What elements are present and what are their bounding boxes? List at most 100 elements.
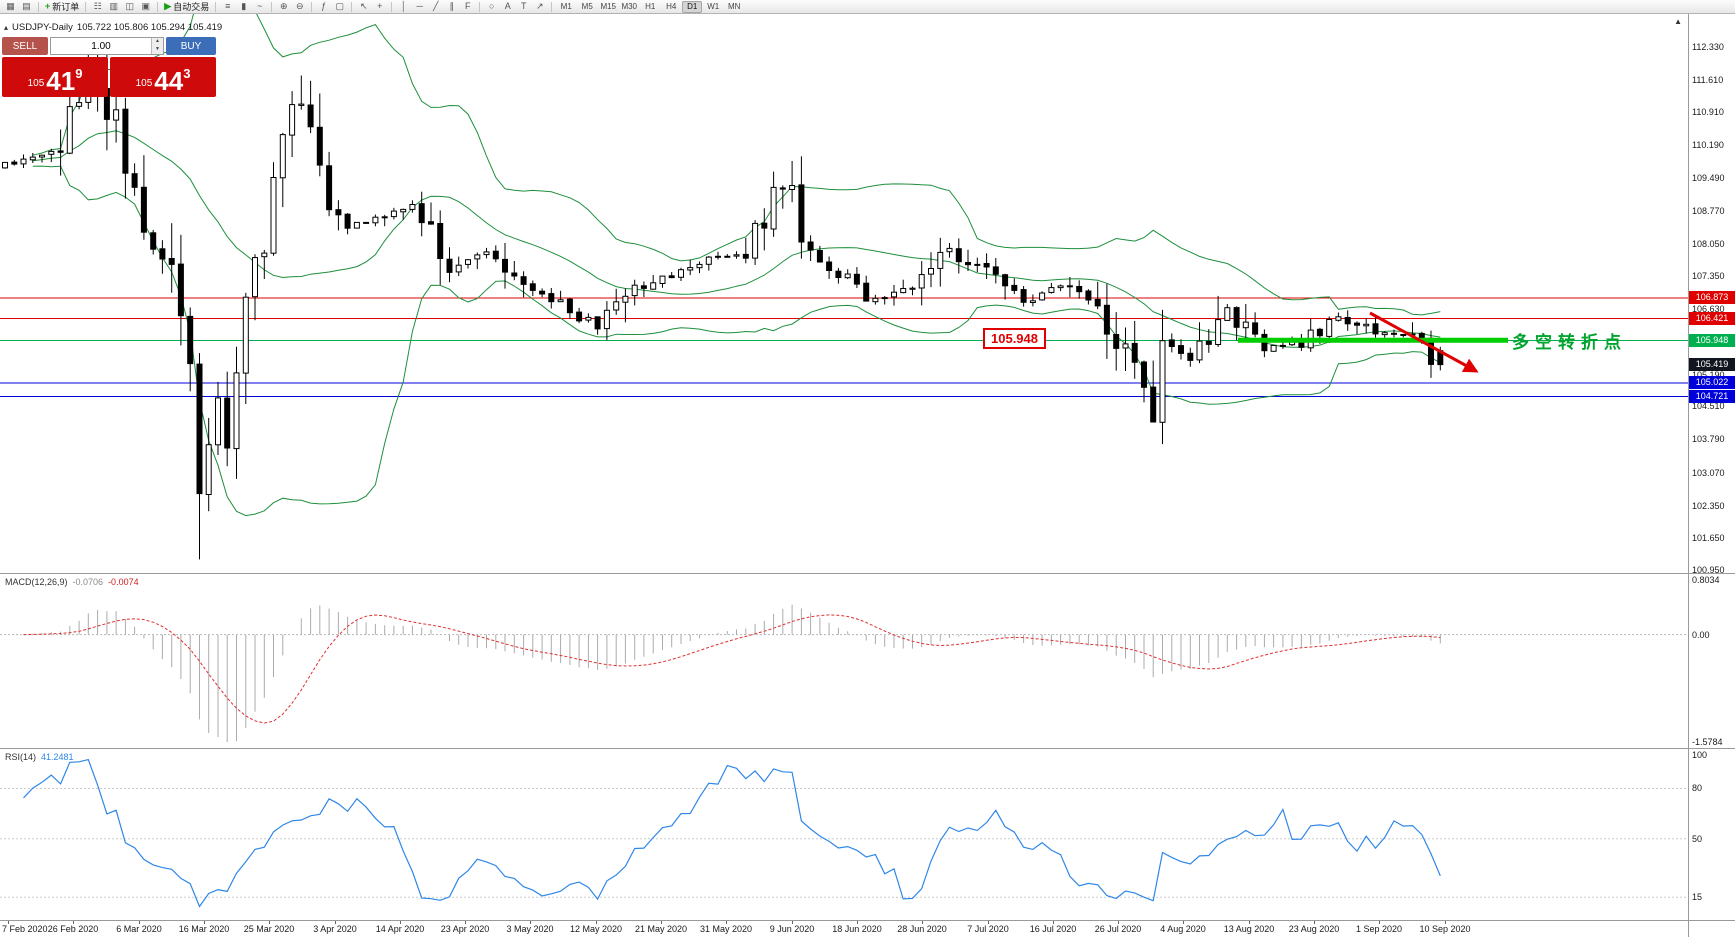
navigator-button[interactable]: ◫ [122,1,137,13]
new-chart-button[interactable]: ▦ [3,1,18,13]
new-order-button[interactable]: + 新订单 [43,1,81,13]
date-label: 7 Feb 2020 [2,924,48,934]
date-label: 31 May 2020 [699,924,753,934]
trendline-button[interactable]: ╱ [428,1,443,13]
rsi-panel[interactable]: RSI(14) 41.2481 [0,748,1688,920]
price-chart-canvas[interactable] [0,14,1688,573]
rsi-canvas[interactable] [0,749,1688,920]
date-tick [1249,921,1250,924]
new-order-label: 新订单 [52,2,80,12]
profiles-button[interactable]: ▤ [19,1,34,13]
crosshair-icon: + [377,1,383,11]
price-level-annotation[interactable]: 105.948 [983,328,1046,349]
macd-panel[interactable]: MACD(12,26,9) -0.0706 -0.0074 [0,573,1688,748]
horizontal-line-button[interactable]: ─ [412,1,427,13]
fibonacci-icon: F [464,1,471,11]
cursor-button[interactable]: ↖ [356,1,371,13]
ask-pip-digit: 3 [183,66,191,81]
text-label-icon: T [520,1,527,11]
date-tick [530,921,531,924]
shapes-button[interactable]: ○ [484,1,499,13]
arrow-object-icon: ↗ [535,1,544,11]
volume-up-button[interactable]: ▲ [152,38,163,46]
tile-windows-button[interactable]: ▢ [332,1,347,13]
volume-input[interactable] [51,38,151,54]
price-tick: 112.330 [1692,42,1724,52]
toolbar-separator [479,1,481,12]
fibonacci-button[interactable]: F [460,1,475,13]
rsi-value: 41.2481 [41,752,74,762]
bar-chart-mode-button[interactable]: ≡ [220,1,235,13]
timeframe-w1-button[interactable]: W1 [707,2,720,11]
equidistant-channel-icon: ∥ [449,1,454,11]
sell-button[interactable]: SELL [2,37,48,55]
zoom-in-button[interactable]: ⊕ [276,1,291,13]
timeframe-m1-button[interactable]: M1 [560,2,572,11]
price-axis[interactable]: 112.330 111.610 110.910 110.190 109.490 108.7… [1688,14,1735,937]
timeframe-m5-button[interactable]: M5 [581,2,593,11]
price-flag: 106.421 [1689,312,1735,325]
rsi-tick: 80 [1692,783,1703,793]
date-tick [1183,921,1184,924]
line-chart-mode-button[interactable]: ~ [252,1,267,13]
tile-windows-icon: ▢ [335,1,344,11]
vertical-line-button[interactable]: │ [396,1,411,13]
equidistant-channel-button[interactable]: ∥ [444,1,459,13]
zoom-out-button[interactable]: ⊖ [292,1,307,13]
toolbar-separator [215,1,217,12]
main-chart-panel[interactable]: ▴ USDJPY-Daily 105.722 105.806 105.294 1… [0,14,1688,573]
timeframe-m30-button[interactable]: M30 [621,2,637,11]
price-axis-main[interactable]: 112.330 111.610 110.910 110.190 109.490 108.7… [1689,14,1735,575]
candlestick-mode-button[interactable]: ▮ [236,1,251,13]
date-label: 9 Jun 2020 [769,924,815,934]
price-axis-rsi[interactable]: 100 80 50 15 [1689,748,1735,920]
price-tick: 104.510 [1692,401,1725,411]
ask-price-box[interactable]: 105 44 3 [110,57,216,97]
text-button[interactable]: A [500,1,515,13]
date-tick [726,921,727,924]
volume-down-button[interactable]: ▼ [152,46,163,54]
vertical-line-icon: │ [400,1,407,11]
buy-button[interactable]: BUY [166,37,216,55]
date-label: 3 May 2020 [506,924,554,934]
crosshair-button[interactable]: + [372,1,387,13]
data-window-button[interactable]: ▥ [106,1,121,13]
plus-icon: + [45,1,51,11]
auto-trading-label: 自动交易 [173,2,210,12]
date-label: 21 May 2020 [634,924,688,934]
price-axis-macd[interactable]: 0.8034 0.00 -1.5784 [1689,573,1735,748]
rsi-tick: 50 [1692,834,1703,844]
arrow-object-button[interactable]: ↗ [532,1,547,13]
time-axis[interactable]: 7 Feb 2020 26 Feb 2020 6 Mar 2020 16 Mar 20… [0,920,1688,937]
auto-trading-button[interactable]: ▶ 自动交易 [162,1,211,13]
bid-price-box[interactable]: 105 41 9 [2,57,108,97]
volume-spinner: ▲ ▼ [50,37,164,55]
market-watch-icon: ☷ [93,1,102,11]
scroll-up-icon[interactable]: ▲ [1674,17,1682,26]
price-tick: 102.350 [1692,501,1725,511]
indicators-button[interactable]: ƒ [316,1,331,13]
rsi-label: RSI(14) 41.2481 [5,752,74,762]
rsi-tick: 15 [1692,892,1703,902]
date-label: 3 Apr 2020 [313,924,357,934]
collapse-panel-icon[interactable]: ▴ [4,23,9,32]
terminal-button[interactable]: ▣ [138,1,153,13]
price-tick: 103.790 [1692,434,1725,444]
price-tick: 110.910 [1692,107,1724,117]
macd-signal-value: -0.0074 [108,577,139,587]
timeframe-h4-button[interactable]: H4 [666,2,677,11]
workspace: ▴ USDJPY-Daily 105.722 105.806 105.294 1… [0,14,1735,937]
turning-point-annotation[interactable]: 多空转折点 [1512,333,1627,352]
chart-ohlc-header: ▴ USDJPY-Daily 105.722 105.806 105.294 1… [4,22,222,33]
date-label: 23 Aug 2020 [1288,924,1340,934]
timeframe-h1-button[interactable]: H1 [645,2,656,11]
timeframe-mn-button[interactable]: MN [727,2,741,11]
macd-label: MACD(12,26,9) -0.0706 -0.0074 [5,577,139,587]
toolbar-separator [85,1,87,12]
text-label-button[interactable]: T [516,1,531,13]
market-watch-button[interactable]: ☷ [90,1,105,13]
profiles-icon: ▤ [22,1,31,11]
timeframe-m15-button[interactable]: M15 [600,2,616,11]
macd-canvas[interactable] [0,574,1688,748]
timeframe-d1-button[interactable]: D1 [682,0,703,13]
